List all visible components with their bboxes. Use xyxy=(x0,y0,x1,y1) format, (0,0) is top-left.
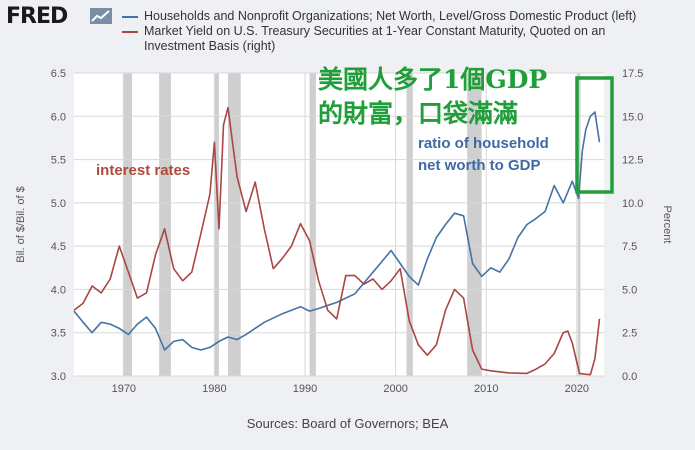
left-tick-label: 3.5 xyxy=(51,328,66,340)
chart-header: FRED Households and Nonprofit Organizati… xyxy=(0,0,695,68)
x-tick-label: 1970 xyxy=(112,383,136,395)
series-line-yield xyxy=(73,106,601,376)
right-tick-label: 0.0 xyxy=(622,371,637,383)
x-tick-label: 2010 xyxy=(474,383,498,395)
left-tick-label: 6.0 xyxy=(51,111,66,123)
right-tick-label: 7.5 xyxy=(622,241,637,253)
left-tick-label: 3.0 xyxy=(51,371,66,383)
x-tick-label: 1990 xyxy=(293,383,317,395)
annotation-chinese-line2: 的財富，口袋滿滿 xyxy=(318,99,518,128)
line-chart: 3.0 3.5 4.0 4.5 5.0 5.5 6.0 6.5 0.0 2.5 5.0 7.5 10.0… xyxy=(15,65,673,395)
left-tick-label: 6.5 xyxy=(51,68,66,80)
legend-label-yield: Market Yield on U.S. Treasury Securities… xyxy=(144,24,606,53)
left-tick-label: 5.5 xyxy=(51,155,66,167)
legend-swatch-networth xyxy=(122,16,138,18)
right-tick-label: 2.5 xyxy=(622,328,637,340)
right-tick-label: 10.0 xyxy=(622,198,643,210)
left-tick-label: 4.5 xyxy=(51,241,66,253)
chart-legend: Households and Nonprofit Organizations; … xyxy=(122,9,644,54)
left-axis-label: Bil. of $/Bil. of $ xyxy=(15,186,27,262)
recession-band xyxy=(214,73,219,376)
recession-band xyxy=(406,73,413,376)
chart-line-icon xyxy=(90,8,112,24)
highlight-box xyxy=(575,76,614,194)
annotation-ratio-line2: net worth to GDP xyxy=(418,157,541,174)
x-tick-label: 2020 xyxy=(565,383,589,395)
right-tick-label: 12.5 xyxy=(622,155,643,167)
legend-item-networth[interactable]: Households and Nonprofit Organizations; … xyxy=(122,9,644,24)
annotation-ratio-line1: ratio of household xyxy=(418,135,549,152)
right-tick-label: 15.0 xyxy=(622,111,643,123)
x-tick-label: 1980 xyxy=(202,383,226,395)
right-tick-label: 17.5 xyxy=(622,68,643,80)
legend-label-networth: Households and Nonprofit Organizations; … xyxy=(144,9,637,23)
fred-logo: FRED xyxy=(6,4,68,29)
recession-band xyxy=(122,73,132,376)
recession-band xyxy=(577,73,581,376)
left-tick-label: 4.0 xyxy=(51,284,66,296)
x-tick-label: 2000 xyxy=(383,383,407,395)
recession-band xyxy=(467,73,482,376)
sources-note: Sources: Board of Governors; BEA xyxy=(246,416,449,431)
legend-item-yield[interactable]: Market Yield on U.S. Treasury Securities… xyxy=(122,24,644,54)
annotation-interest-rates: interest rates xyxy=(96,162,190,179)
annotation-chinese-line1: 美國人多了1個GDP xyxy=(318,65,547,94)
right-tick-label: 5.0 xyxy=(622,284,637,296)
legend-swatch-yield xyxy=(122,31,138,33)
left-tick-label: 5.0 xyxy=(51,198,66,210)
series-line-networth xyxy=(73,111,601,351)
right-axis-label: Percent xyxy=(661,206,673,244)
recession-band xyxy=(159,73,171,376)
recession-band xyxy=(309,73,316,376)
recession-band xyxy=(228,73,241,376)
